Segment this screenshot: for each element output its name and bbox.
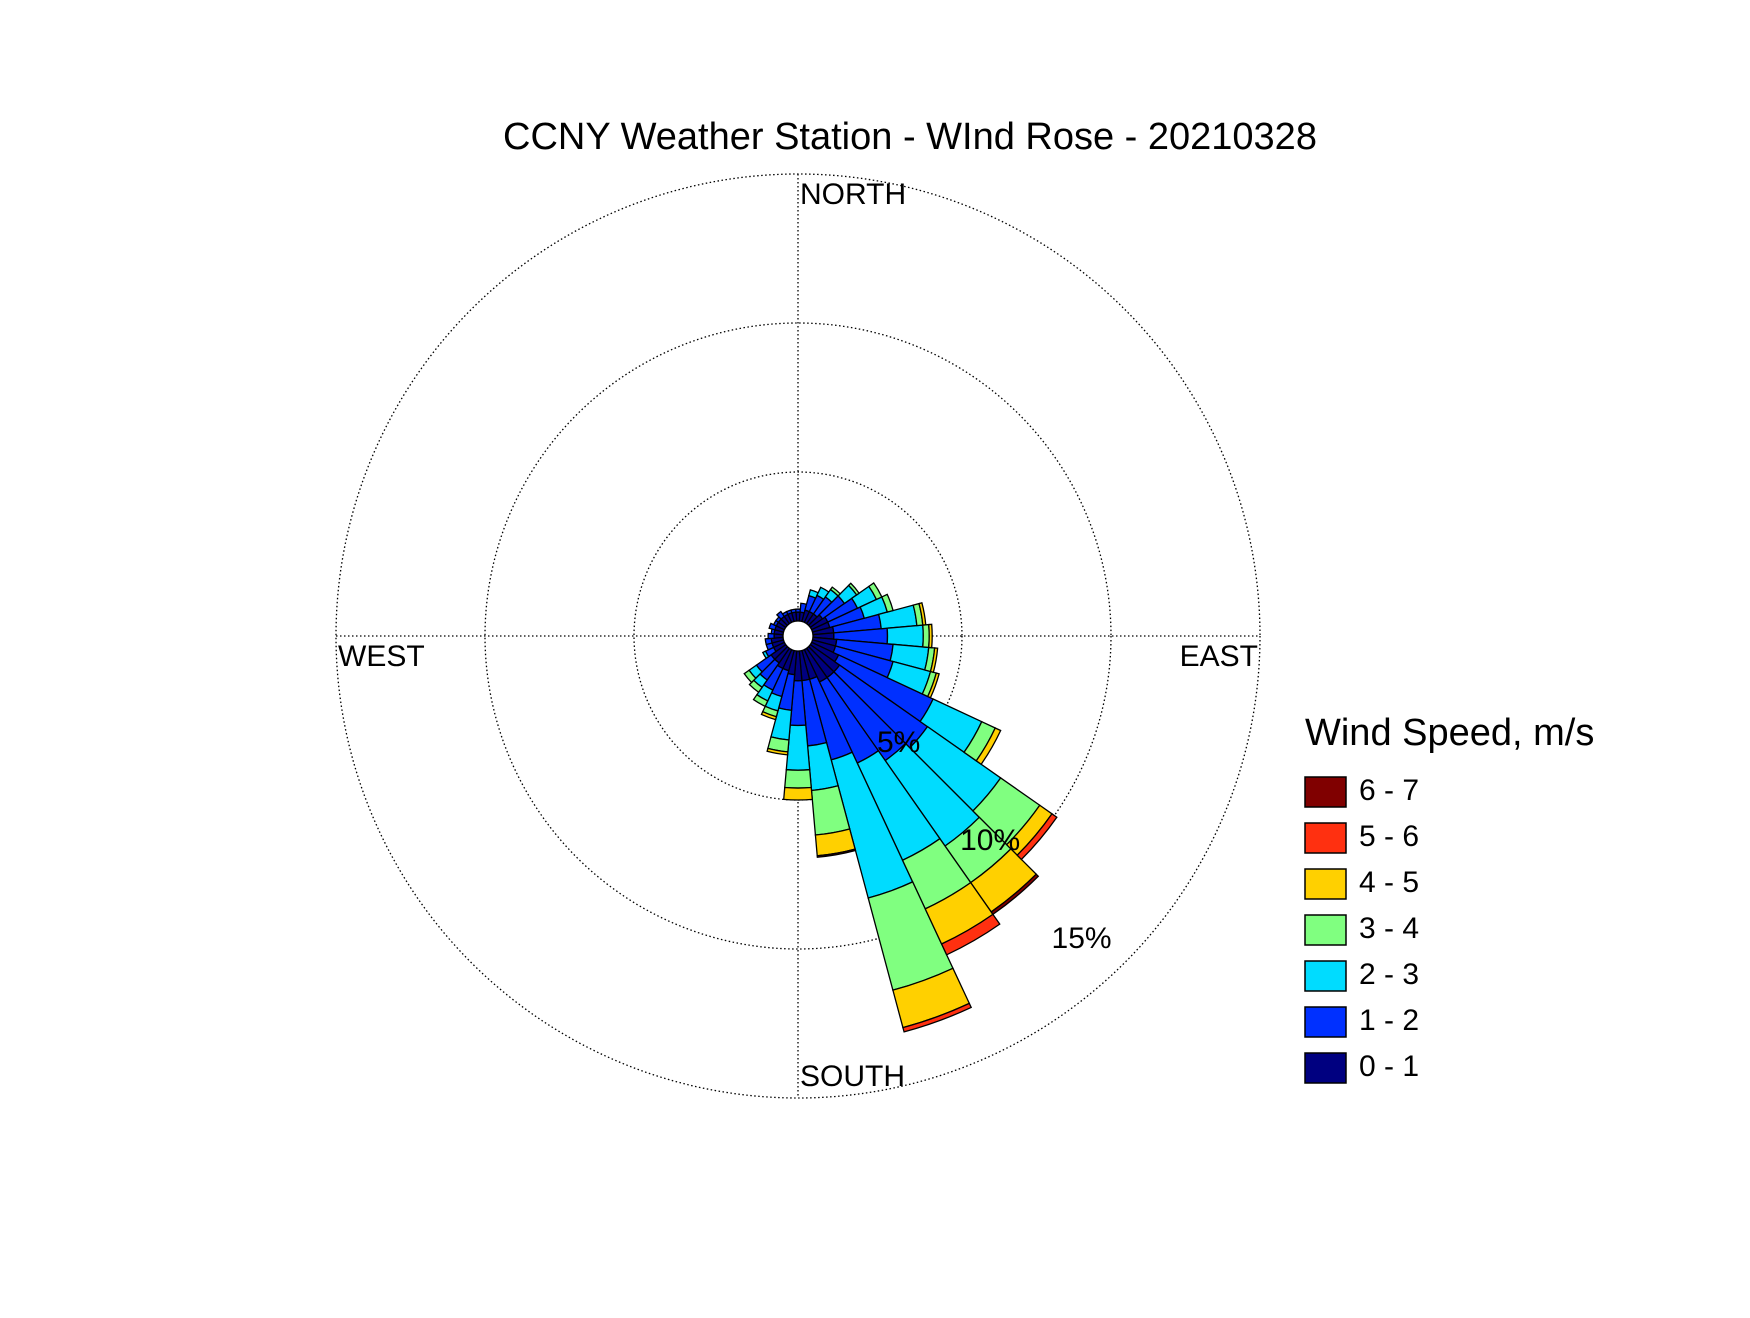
legend-label: 4 - 5 — [1359, 866, 1419, 899]
wedge — [784, 788, 813, 800]
r-tick-label: 10% — [960, 824, 1020, 857]
legend-label: 3 - 4 — [1359, 912, 1419, 945]
r-tick-label: 15% — [1052, 922, 1112, 955]
legend-label: 1 - 2 — [1359, 1004, 1419, 1037]
center-hole — [783, 621, 813, 651]
legend-swatch — [1305, 777, 1346, 807]
legend-swatch — [1305, 1007, 1346, 1037]
direction-label: EAST — [1180, 640, 1258, 673]
wedge — [765, 638, 772, 644]
chart-title: CCNY Weather Station - WInd Rose - 20210… — [503, 116, 1317, 158]
legend-label: 5 - 6 — [1359, 820, 1419, 853]
legend-swatch — [1305, 961, 1346, 991]
legend-swatch — [1305, 823, 1346, 853]
direction-label: NORTH — [800, 178, 906, 211]
legend-label: 0 - 1 — [1359, 1050, 1419, 1083]
legend-swatch — [1305, 869, 1346, 899]
legend-swatch — [1305, 915, 1346, 945]
direction-label: WEST — [338, 640, 425, 673]
legend-swatch — [1305, 1053, 1346, 1083]
legend-label: 6 - 7 — [1359, 774, 1419, 807]
wedge — [791, 609, 796, 613]
wedge — [929, 624, 932, 647]
wedge — [923, 625, 929, 648]
legend-title: Wind Speed, m/s — [1305, 712, 1594, 754]
wedge — [785, 770, 812, 788]
direction-label: SOUTH — [800, 1060, 905, 1093]
r-tick-label: 5% — [877, 726, 920, 759]
legend-label: 2 - 3 — [1359, 958, 1419, 991]
